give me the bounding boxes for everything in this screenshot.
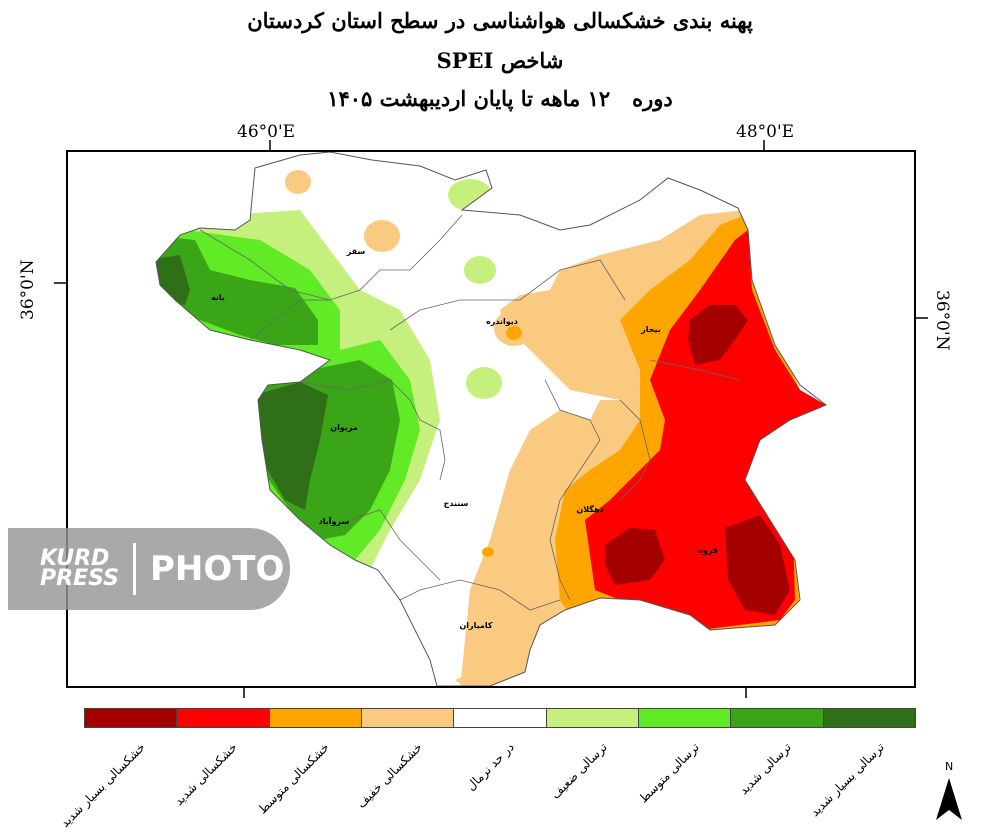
map-title: پهنه بندی خشکسالی هواشناسی در سطح استان … <box>247 8 753 33</box>
period-label: دوره <box>632 86 673 111</box>
longitude-label-46: 46°0'E <box>237 122 296 142</box>
map-subtitle-index: شاخص SPEI <box>436 48 564 73</box>
north-arrow-icon <box>936 778 962 820</box>
drought-zones <box>156 152 826 686</box>
legend-swatch-6 <box>546 709 639 727</box>
zone-wet-severe-north <box>156 235 318 345</box>
patch-wet-3 <box>466 367 502 399</box>
period-value: ۱۲ ماهه تا پایان اردیبهشت ۱۴۰۵ <box>327 86 611 111</box>
watermark-separator <box>133 543 136 595</box>
legend-swatch-7 <box>638 709 732 727</box>
legend-swatch-8 <box>731 709 824 727</box>
city-divandarreh: دیواندره <box>486 317 518 326</box>
zone-drought-very-severe-3 <box>725 515 790 615</box>
zone-drought-very-severe-2 <box>605 528 665 585</box>
city-marivan: مریوان <box>330 423 358 432</box>
legend-bar <box>84 708 916 728</box>
city-dehgolan: دهگلان <box>576 504 603 514</box>
county-borders <box>199 214 741 611</box>
city-bijar: بیجار <box>640 325 661 334</box>
legend-swatch-5 <box>454 709 547 727</box>
map-frame <box>66 150 916 688</box>
city-saqqez: سقز <box>346 247 366 256</box>
watermark-logo: KURD PRESS <box>40 546 119 591</box>
zone-wet-very-severe <box>255 382 328 510</box>
watermark-text: PHOTO <box>150 549 285 589</box>
patch-dry-2 <box>364 220 400 252</box>
patch-wet-2 <box>464 256 496 284</box>
watermark: KURD PRESS PHOTO <box>8 528 290 610</box>
legend-swatch-2 <box>177 709 270 727</box>
map-subtitle-period: دوره ۱۲ ماهه تا پایان اردیبهشت ۱۴۰۵ <box>0 86 1000 111</box>
city-baneh: بانه <box>211 293 225 302</box>
city-sanandaj: سنندج <box>444 499 469 508</box>
watermark-logo-bottom: PRESS <box>40 566 119 591</box>
north-arrow: N <box>934 760 964 822</box>
patch-dry-1 <box>285 170 311 194</box>
legend-swatch-9 <box>823 709 915 727</box>
legend-swatch-3 <box>269 709 362 727</box>
zone-drought-very-severe-1 <box>688 305 748 365</box>
watermark-logo-top: KURD <box>40 546 110 571</box>
patch-dry-4 <box>506 326 522 340</box>
city-sarvabad: سروآباد <box>319 516 350 526</box>
city-kamyaran: کامیاران <box>459 621 492 630</box>
province-border <box>155 151 827 687</box>
north-label: N <box>945 760 954 773</box>
legend-swatch-1 <box>85 709 178 727</box>
city-qorveh: قروه <box>698 546 718 555</box>
legend-swatch-4 <box>361 709 455 727</box>
longitude-label-48: 48°0'E <box>736 122 795 142</box>
patch-dry-5 <box>482 547 494 557</box>
